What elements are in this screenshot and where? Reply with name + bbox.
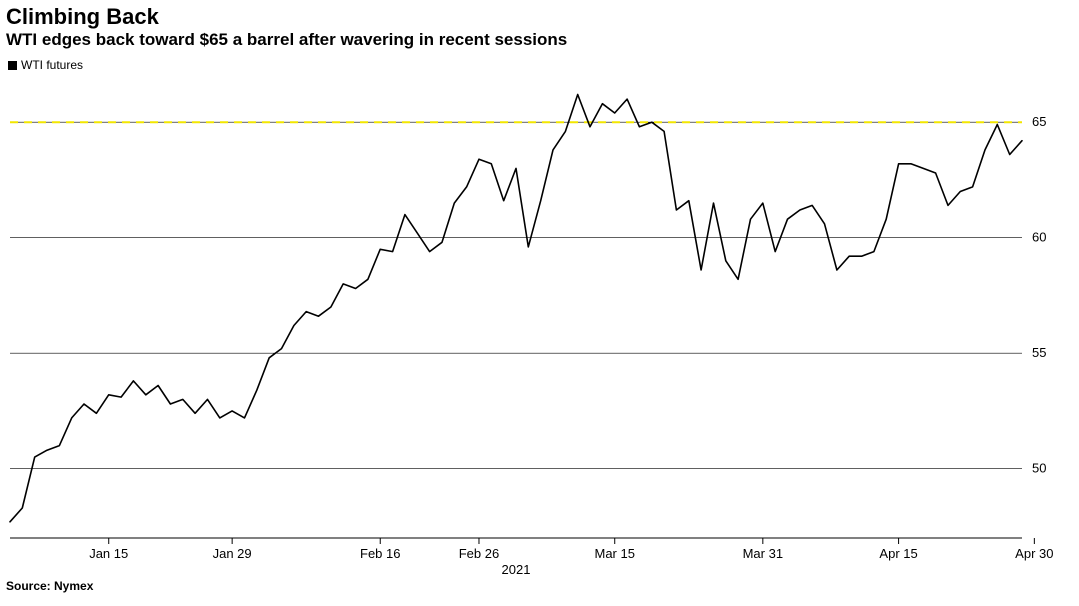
legend: WTI futures — [0, 56, 1079, 76]
svg-text:Mar 15: Mar 15 — [594, 546, 634, 561]
legend-swatch — [8, 61, 17, 70]
svg-text:Apr 30: Apr 30 — [1015, 546, 1053, 561]
chart-svg: 50 55 60 65 Jan 15 Jan 29 Feb 16 Feb 26 Mar 15 Ma… — [0, 76, 1079, 574]
chart-plot: 50 55 60 65 Jan 15 Jan 29 Feb 16 Feb 26 Mar 15 Ma… — [0, 76, 1079, 574]
svg-text:50: 50 — [1032, 461, 1046, 476]
svg-text:Jan 15: Jan 15 — [89, 546, 128, 561]
svg-text:Feb 26: Feb 26 — [459, 546, 499, 561]
chart-container: Climbing Back WTI edges back toward $65 … — [0, 0, 1079, 606]
svg-text:Apr 15: Apr 15 — [879, 546, 917, 561]
svg-text:Feb 16: Feb 16 — [360, 546, 400, 561]
svg-text:65: 65 — [1032, 114, 1046, 129]
chart-title: Climbing Back — [0, 0, 1079, 30]
legend-label: WTI futures — [21, 58, 83, 72]
svg-text:Jan 29: Jan 29 — [213, 546, 252, 561]
svg-text:60: 60 — [1032, 230, 1046, 245]
chart-subtitle: WTI edges back toward $65 a barrel after… — [0, 30, 1079, 56]
svg-text:Mar 31: Mar 31 — [743, 546, 783, 561]
svg-text:55: 55 — [1032, 345, 1046, 360]
chart-source: Source: Nymex — [0, 574, 1079, 597]
x-year-label: 2021 — [496, 562, 536, 577]
